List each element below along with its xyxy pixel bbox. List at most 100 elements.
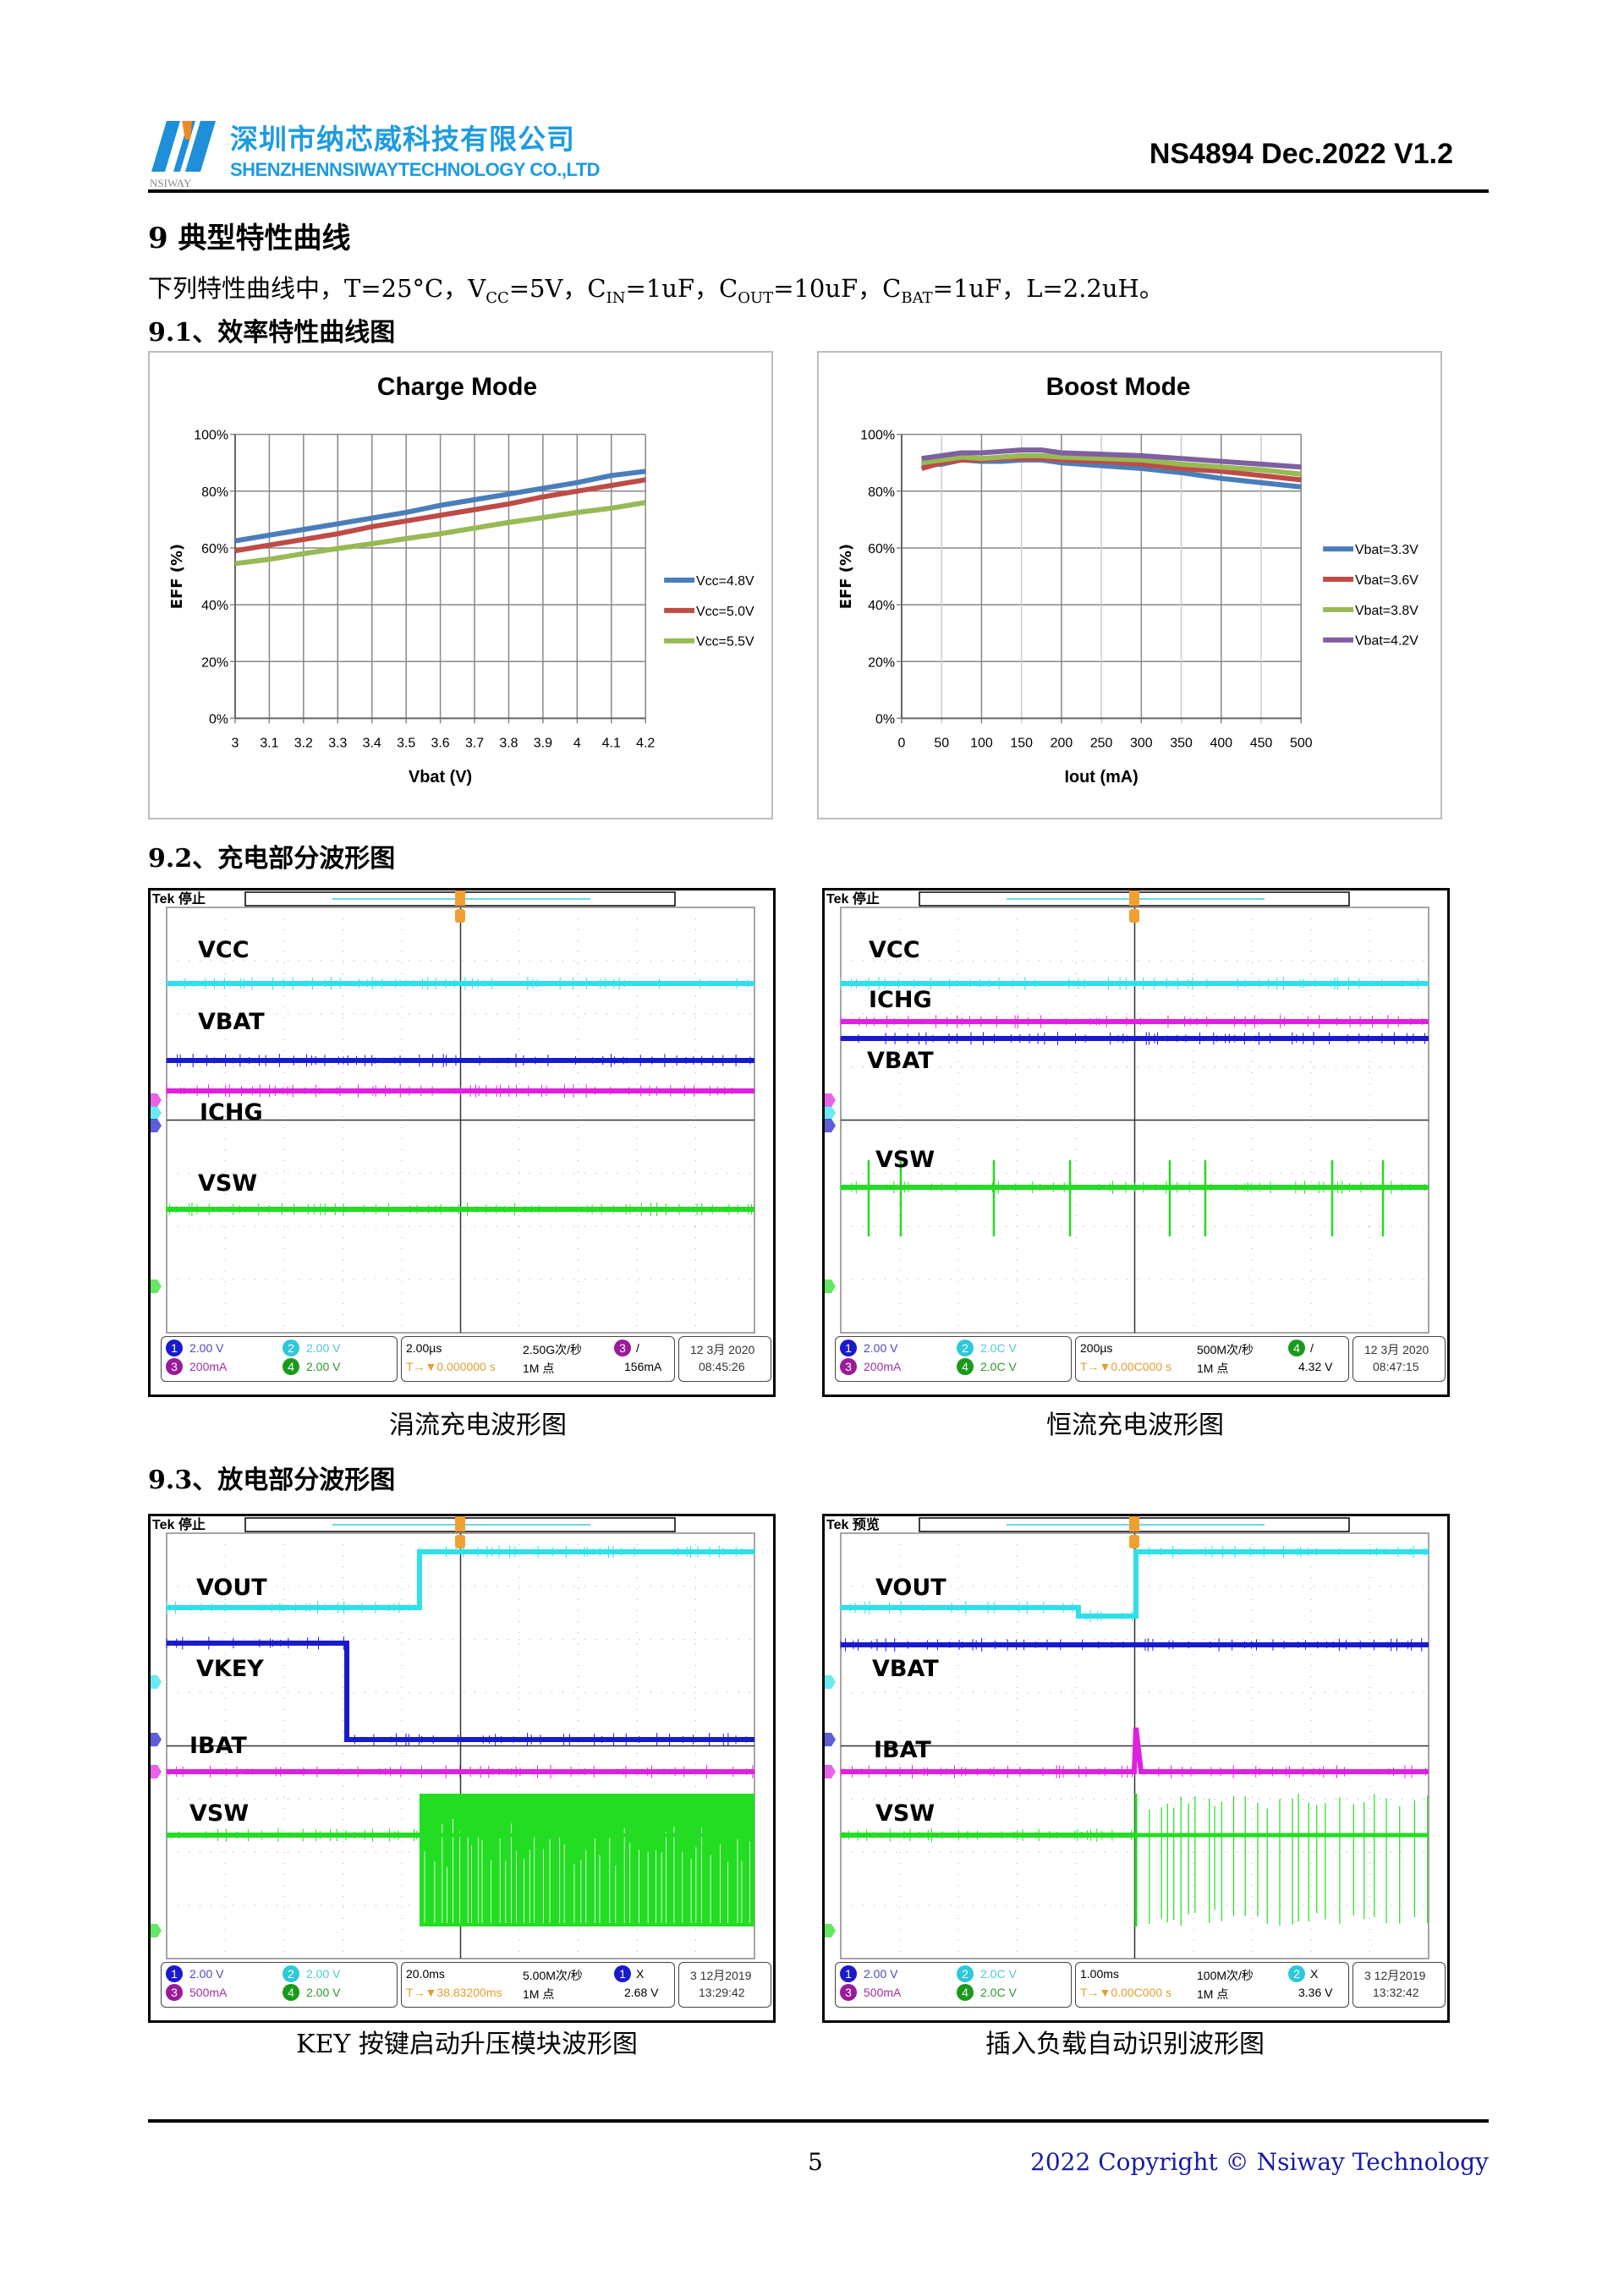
caption-trickle-charge: 涓流充电波形图 xyxy=(389,1411,567,1440)
trigger-channel-badge: 2 xyxy=(1288,1965,1305,1982)
x-axis-label: Vbat (V) xyxy=(409,768,472,786)
ch1-scale: 2.00 V xyxy=(864,1341,898,1355)
y-axis-label: EFF (%) xyxy=(837,544,855,609)
scope-display: Tek 停止 xyxy=(825,890,1429,1334)
scope-load-detect: Tek 预览 VOUT VBAT IBAT VSW 1 3 2 4 2.00 V 500mA 2.0C… xyxy=(822,1514,1450,2023)
scope-constant-current-charge: Tek 停止 VCC ICHG VBAT VSW 1 3 2 4 2.00 V 200mA 2.0C … xyxy=(822,888,1450,1397)
x-tick-label: 3.6 xyxy=(431,736,450,750)
trigger-position-value: 0.000000 s xyxy=(436,1360,496,1373)
timebase: 2.00µs xyxy=(406,1341,442,1355)
trigger-level: 156mA xyxy=(624,1360,662,1373)
trigger-icon: T→▼ xyxy=(1080,1360,1111,1373)
x-tick-label: 3.4 xyxy=(363,736,381,750)
ch2-scale: 2.0C V xyxy=(980,1967,1017,1981)
trigger-type: / xyxy=(636,1341,639,1355)
channel-4-marker xyxy=(825,1280,836,1293)
document-id: NS4894 Dec.2022 V1.2 xyxy=(1149,138,1453,170)
ch1-scale: 2.00 V xyxy=(864,1967,898,1981)
datetime-readout-box xyxy=(1352,1336,1446,1382)
channel-3-marker xyxy=(151,1093,162,1107)
x-tick-label: 4 xyxy=(573,736,581,750)
x-tick-label: 3.5 xyxy=(397,736,415,750)
scope-key-boost-start: Tek 停止 VOUT VKEY IBAT VSW 1 3 2 4 2.00 V 500mA 2.00… xyxy=(148,1514,776,2023)
datetime-readout-box xyxy=(1352,1962,1446,2008)
subsection-discharge-waveforms: 9.3、放电部分波形图 xyxy=(148,1466,396,1495)
company-name-en: SHENZHENNSIWAYTECHNOLOGY CO.,LTD xyxy=(230,159,601,180)
ch3-scale: 200mA xyxy=(189,1360,228,1373)
x-tick-label: 250 xyxy=(1090,736,1113,750)
record-length: 1M 点 xyxy=(523,1987,555,2001)
y-tick-label: 100% xyxy=(860,429,895,443)
channel-2-badge: 2 xyxy=(283,1340,299,1356)
section-title: 9 典型特性曲线 xyxy=(148,222,351,255)
timebase-readout-box xyxy=(1075,1962,1349,2008)
legend-label: Vbat=3.8V xyxy=(1355,604,1418,618)
trace-label-vsw: VSW xyxy=(198,1170,258,1197)
channel-4-badge: 4 xyxy=(283,1358,299,1375)
x-tick-label: 50 xyxy=(934,736,949,750)
record-length: 1M 点 xyxy=(1197,1987,1229,2001)
trigger-channel-badge: 3 xyxy=(614,1340,631,1356)
x-tick-label: 400 xyxy=(1210,736,1233,750)
x-tick-label: 3.3 xyxy=(328,736,347,750)
x-tick-label: 4.2 xyxy=(636,736,655,750)
trigger-position-marker xyxy=(455,890,465,906)
ch4-scale: 2.00 V xyxy=(306,1360,341,1373)
footer-divider xyxy=(148,2119,1489,2123)
trigger-icon: T→▼ xyxy=(406,1360,437,1373)
subsection-efficiency: 9.1、效率特性曲线图 xyxy=(148,318,396,348)
x-tick-label: 3.7 xyxy=(465,736,484,750)
series-line-vbat-3-8v xyxy=(921,452,1302,477)
channel-1-badge: 1 xyxy=(840,1340,857,1356)
trigger-icon: T→▼ xyxy=(406,1986,437,1999)
series-line-vbat-3-6v xyxy=(920,456,1302,483)
channel-4-badge: 4 xyxy=(957,1984,974,2001)
legend-label: Vbat=3.3V xyxy=(1355,543,1418,557)
trigger-position-value: 0.00C000 s xyxy=(1111,1360,1172,1373)
trigger-time-marker xyxy=(1129,909,1139,923)
trace-vkey xyxy=(167,1641,754,1742)
trigger-position: T→▼38.83200ms xyxy=(406,1986,502,1999)
trigger-position-marker xyxy=(1129,890,1139,906)
channel-2-marker xyxy=(151,1106,162,1120)
x-tick-label: 3.2 xyxy=(294,736,313,750)
y-axis-label: EFF (%) xyxy=(168,544,186,609)
trigger-position-marker xyxy=(1129,1516,1139,1532)
channel-4-badge: 4 xyxy=(957,1358,974,1375)
date: 3 12月2019 xyxy=(1364,1969,1426,1982)
x-tick-label: 0 xyxy=(898,736,906,750)
y-tick-label: 40% xyxy=(868,599,895,613)
y-tick-label: 80% xyxy=(868,485,895,500)
x-tick-label: 350 xyxy=(1170,736,1193,750)
scope-status: Tek 停止 xyxy=(152,890,206,907)
channel-2-marker xyxy=(825,1106,836,1120)
series-line-vcc-4-8v xyxy=(234,469,646,544)
x-tick-label: 3.9 xyxy=(534,736,552,750)
x-tick-label: 500 xyxy=(1290,736,1313,750)
channel-1-badge: 1 xyxy=(840,1965,857,1982)
legend-label: Vbat=4.2V xyxy=(1355,634,1418,649)
trace-label-vout: VOUT xyxy=(875,1575,946,1601)
channel-2-badge: 2 xyxy=(957,1340,974,1356)
caption-load-detect: 插入负载自动识别波形图 xyxy=(985,2030,1265,2059)
boost-mode-chart: Boost Mode 0% 20% 40% 60% 80% 100% 0 50 100 150 200… xyxy=(817,351,1442,819)
trigger-icon: T→▼ xyxy=(1080,1986,1111,1999)
trace-label-vsw: VSW xyxy=(875,1147,935,1173)
date: 12 3月 2020 xyxy=(690,1343,755,1356)
channel-readout-box xyxy=(161,1336,398,1382)
x-tick-label: 300 xyxy=(1130,736,1153,750)
channel-2-badge: 2 xyxy=(957,1965,974,1982)
channel-2-marker xyxy=(151,1675,162,1689)
trace-label-ibat: IBAT xyxy=(874,1737,931,1763)
series-line-vcc-5-0v xyxy=(234,477,646,554)
sample-rate: 500M次/秒 xyxy=(1197,1343,1254,1356)
record-length: 1M 点 xyxy=(1197,1362,1229,1375)
x-tick-label: 3 xyxy=(232,736,239,750)
ch2-scale: 2.00 V xyxy=(306,1967,341,1981)
trace-label-vkey: VKEY xyxy=(196,1656,264,1682)
date: 12 3月 2020 xyxy=(1364,1343,1429,1356)
time: 08:45:26 xyxy=(699,1360,745,1373)
channel-3-badge: 3 xyxy=(166,1358,183,1375)
timebase: 200µs xyxy=(1080,1341,1113,1355)
datetime-readout-box xyxy=(678,1336,771,1382)
